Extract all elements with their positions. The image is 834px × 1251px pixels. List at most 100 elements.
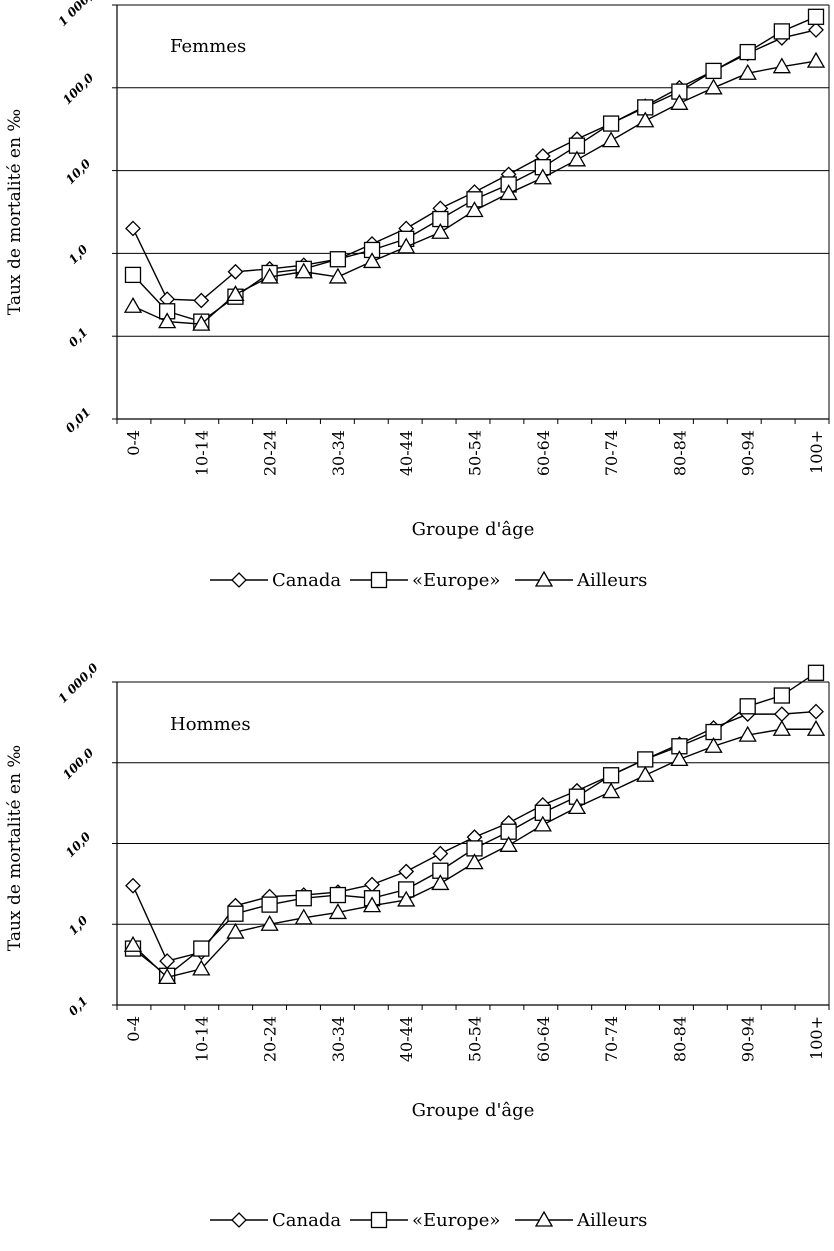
data-point bbox=[808, 22, 824, 38]
data-point bbox=[364, 876, 380, 893]
legend-marker bbox=[231, 1212, 247, 1228]
data-point bbox=[567, 150, 587, 167]
legend-label: Ailleurs bbox=[576, 1210, 647, 1231]
data-point bbox=[807, 664, 825, 681]
x-tick-label: 90-94 bbox=[739, 430, 758, 476]
y-tick-label: 10,0 bbox=[63, 156, 94, 187]
legend-label: «Europe» bbox=[412, 1210, 500, 1231]
x-tick-label: 40-44 bbox=[397, 430, 416, 476]
x-tick-label: 60-64 bbox=[534, 1016, 553, 1062]
panel-title: Hommes bbox=[170, 714, 251, 735]
data-point bbox=[602, 767, 620, 784]
data-point bbox=[125, 877, 141, 894]
x-tick-label: 0-4 bbox=[124, 1016, 143, 1042]
data-point bbox=[567, 798, 587, 815]
y-tick-label: 0,01 bbox=[63, 405, 94, 436]
data-point bbox=[193, 940, 210, 957]
legend-label: Canada bbox=[272, 1210, 341, 1231]
data-point bbox=[294, 262, 313, 279]
y-tick-label: 0,1 bbox=[66, 325, 91, 350]
data-point bbox=[227, 905, 244, 922]
y-tick-label: 1 000,0 bbox=[56, 0, 102, 29]
data-point bbox=[499, 835, 518, 852]
chart-1: 0,1 1,0 10,0 100,0 1 000,0 0-4 10-14 20-24 30-34… bbox=[5, 660, 830, 1231]
x-tick-label: 100+ bbox=[807, 430, 826, 474]
data-point bbox=[158, 312, 177, 329]
data-point bbox=[602, 115, 620, 132]
data-point bbox=[533, 168, 552, 185]
data-point bbox=[670, 93, 689, 110]
x-tick-label: 70-74 bbox=[602, 430, 621, 476]
data-point bbox=[294, 908, 313, 925]
data-point bbox=[431, 874, 450, 891]
x-tick-label: 70-74 bbox=[602, 1016, 621, 1062]
y-tick-label: 1,0 bbox=[66, 242, 91, 267]
data-point bbox=[260, 914, 279, 931]
legend-marker bbox=[231, 572, 247, 588]
data-point bbox=[705, 62, 722, 80]
data-point bbox=[806, 719, 826, 736]
y-tick-label: 0,1 bbox=[66, 994, 91, 1019]
x-tick-label: 40-44 bbox=[397, 1016, 416, 1062]
y-axis-label: Taux de mortalité en ‰ bbox=[5, 745, 25, 951]
x-axis-label: Groupe d'âge bbox=[412, 519, 535, 540]
y-tick-label: 1,0 bbox=[66, 913, 91, 938]
data-point bbox=[601, 782, 621, 799]
data-point bbox=[125, 220, 141, 237]
data-point bbox=[158, 968, 177, 984]
data-point bbox=[533, 815, 552, 832]
x-tick-label: 80-84 bbox=[670, 430, 689, 476]
data-point bbox=[431, 222, 450, 239]
data-point bbox=[193, 292, 210, 309]
legend-marker bbox=[534, 570, 554, 587]
y-tick-label: 100,0 bbox=[60, 70, 97, 107]
data-point bbox=[637, 751, 654, 768]
series-square bbox=[124, 8, 825, 330]
data-point bbox=[807, 8, 825, 25]
data-point bbox=[773, 687, 790, 704]
y-tick-label: 1 000,0 bbox=[56, 660, 102, 706]
data-point bbox=[226, 922, 245, 939]
data-point bbox=[739, 43, 756, 61]
data-point bbox=[192, 314, 211, 331]
legend-label: Ailleurs bbox=[576, 570, 647, 591]
data-point bbox=[397, 237, 416, 254]
data-point bbox=[260, 267, 279, 284]
panel-title: Femmes bbox=[170, 36, 246, 57]
legend-marker bbox=[534, 1210, 554, 1227]
x-tick-label: 10-14 bbox=[192, 1016, 211, 1062]
data-point bbox=[636, 111, 655, 128]
data-point bbox=[227, 263, 244, 280]
data-point bbox=[192, 959, 211, 976]
data-point bbox=[362, 252, 382, 269]
data-point bbox=[261, 896, 278, 913]
x-tick-label: 10-14 bbox=[192, 430, 211, 476]
data-point bbox=[773, 706, 790, 723]
series-triangle bbox=[123, 719, 826, 984]
legend-marker bbox=[370, 1211, 388, 1229]
data-point bbox=[398, 863, 415, 880]
legend-label: «Europe» bbox=[412, 570, 500, 591]
legend-marker bbox=[370, 571, 388, 589]
y-tick-label: 10,0 bbox=[63, 829, 94, 860]
data-point bbox=[465, 853, 484, 870]
legend-label: Canada bbox=[272, 570, 341, 591]
x-tick-label: 50-54 bbox=[466, 1016, 485, 1062]
x-tick-label: 50-54 bbox=[466, 430, 485, 476]
data-point bbox=[124, 266, 142, 284]
x-axis-label: Groupe d'âge bbox=[412, 1100, 535, 1121]
data-point bbox=[328, 903, 348, 920]
data-point bbox=[397, 890, 416, 907]
data-point bbox=[362, 896, 382, 913]
data-point bbox=[295, 890, 312, 907]
data-point bbox=[772, 719, 791, 736]
x-tick-label: 30-34 bbox=[329, 1016, 348, 1062]
y-axis-label: Taux de mortalité en ‰ bbox=[5, 109, 25, 315]
x-tick-label: 80-84 bbox=[670, 1016, 689, 1062]
data-point bbox=[123, 935, 143, 952]
data-point bbox=[772, 57, 791, 74]
data-point bbox=[738, 725, 757, 742]
data-point bbox=[773, 23, 790, 40]
x-tick-label: 0-4 bbox=[124, 430, 143, 456]
